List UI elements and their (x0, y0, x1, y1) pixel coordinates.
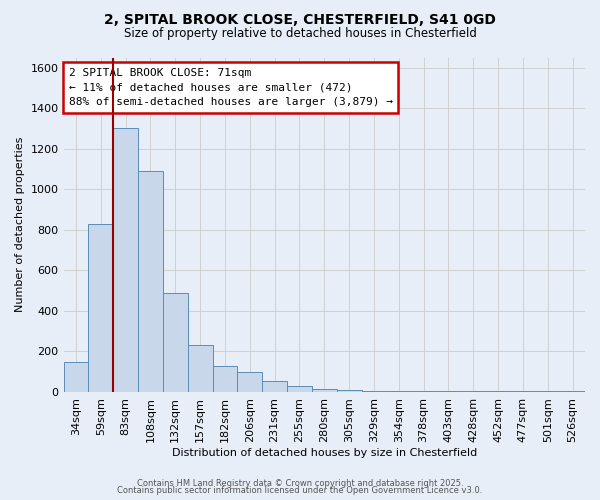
Bar (64, 362, 88, 392)
Bar (362, 391, 386, 392)
Text: Contains HM Land Registry data © Crown copyright and database right 2025.: Contains HM Land Registry data © Crown c… (137, 478, 463, 488)
Bar (535, 391, 560, 392)
Text: 2, SPITAL BROOK CLOSE, CHESTERFIELD, S41 0GD: 2, SPITAL BROOK CLOSE, CHESTERFIELD, S41… (104, 12, 496, 26)
Bar (212, 366, 238, 392)
Bar (262, 381, 287, 392)
Bar (188, 346, 212, 392)
Bar (436, 391, 461, 392)
Bar (238, 372, 262, 392)
Bar (163, 292, 188, 392)
Bar (511, 391, 535, 392)
Bar (88, 224, 113, 392)
Bar (386, 391, 411, 392)
Bar (461, 391, 485, 392)
Bar (287, 386, 312, 392)
X-axis label: Distribution of detached houses by size in Chesterfield: Distribution of detached houses by size … (172, 448, 477, 458)
Bar (337, 390, 362, 392)
Text: 2 SPITAL BROOK CLOSE: 71sqm
← 11% of detached houses are smaller (472)
88% of se: 2 SPITAL BROOK CLOSE: 71sqm ← 11% of det… (69, 68, 393, 107)
Text: Contains public sector information licensed under the Open Government Licence v3: Contains public sector information licen… (118, 486, 482, 495)
Bar (411, 391, 436, 392)
Bar (485, 391, 511, 392)
Bar (560, 391, 585, 392)
Text: Size of property relative to detached houses in Chesterfield: Size of property relative to detached ho… (124, 28, 476, 40)
Bar (312, 389, 337, 392)
Bar (113, 128, 138, 392)
Bar (138, 171, 163, 392)
Y-axis label: Number of detached properties: Number of detached properties (15, 137, 25, 312)
